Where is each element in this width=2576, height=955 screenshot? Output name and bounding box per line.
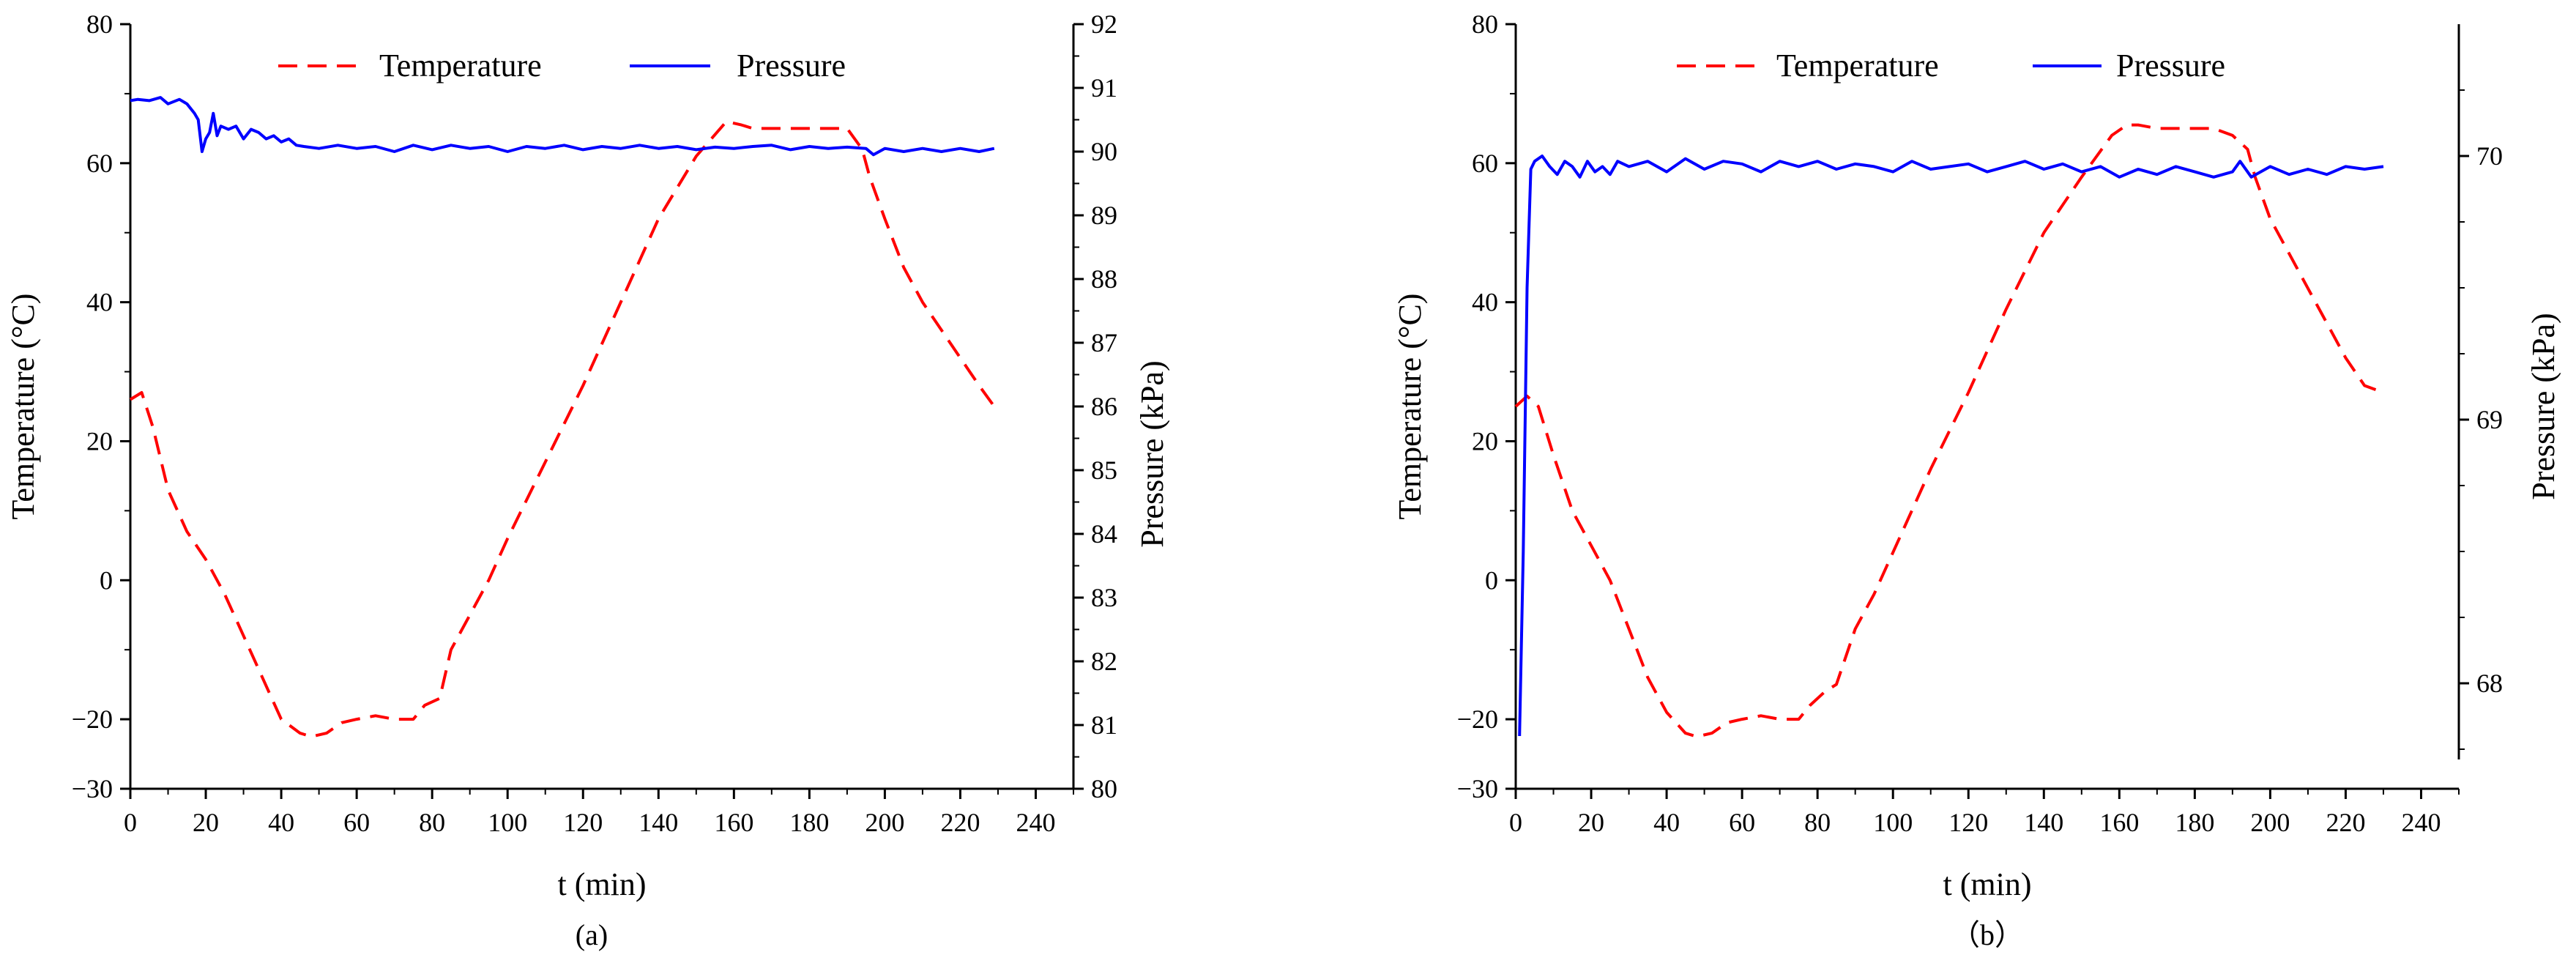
x-tick-label-b: 20 <box>1578 808 1604 837</box>
legend-label-pressure-a: Pressure <box>737 48 846 83</box>
y-tick-label-b: 80 <box>1472 10 1498 39</box>
x-tick-label-a: 60 <box>343 808 370 837</box>
x-tick-label-a: 0 <box>124 808 137 837</box>
y-tick-label-b: 20 <box>1472 426 1498 456</box>
x-tick-label-b: 140 <box>2024 808 2063 837</box>
y-tick-label-a: 40 <box>86 288 113 317</box>
x-tick-label-b: 180 <box>2175 808 2214 837</box>
y2-tick-label-a: 92 <box>1091 10 1117 39</box>
y-tick-label-b: −30 <box>1457 774 1498 803</box>
y2-tick-label-b: 68 <box>2476 669 2503 698</box>
legend-label-temperature-b: Temperature <box>1776 48 1939 83</box>
y2-tick-label-a: 80 <box>1091 774 1117 803</box>
y2-tick-label-a: 91 <box>1091 73 1117 103</box>
y-tick-label-a: 0 <box>100 565 113 595</box>
x-tick-label-a: 200 <box>865 808 904 837</box>
x-tick-label-a: 240 <box>1016 808 1055 837</box>
y-tick-label-a: 20 <box>86 426 113 456</box>
x-tick-label-b: 0 <box>1509 808 1522 837</box>
y2-tick-label-a: 86 <box>1091 392 1117 421</box>
y-tick-label-a: −20 <box>72 705 113 734</box>
x-tick-label-a: 160 <box>714 808 753 837</box>
y2-tick-label-b: 70 <box>2476 141 2503 171</box>
y-tick-label-b: 40 <box>1472 288 1498 317</box>
x-tick-label-a: 20 <box>193 808 219 837</box>
y2-tick-label-b: 69 <box>2476 405 2503 434</box>
x-tick-label-a: 80 <box>419 808 445 837</box>
y2-tick-label-a: 83 <box>1091 583 1117 612</box>
y-tick-label-b: −20 <box>1457 705 1498 734</box>
y2-tick-label-a: 82 <box>1091 647 1117 676</box>
y-tick-label-b: 60 <box>1472 149 1498 178</box>
x-tick-label-b: 80 <box>1804 808 1831 837</box>
y2-tick-label-a: 84 <box>1091 519 1117 549</box>
x-tick-label-a: 120 <box>563 808 603 837</box>
y-tick-label-a: 80 <box>86 10 113 39</box>
x-tick-label-a: 100 <box>488 808 527 837</box>
y2-axis-title-b: Pressure (kPa) <box>2525 313 2561 499</box>
x-axis-title-a: t (min) <box>558 866 647 902</box>
y2-tick-label-a: 87 <box>1091 328 1117 357</box>
y2-tick-label-a: 85 <box>1091 456 1117 485</box>
series-line-pressure-b <box>1518 155 2384 737</box>
x-tick-label-b: 220 <box>2326 808 2365 837</box>
x-tick-label-b: 240 <box>2401 808 2441 837</box>
x-tick-label-b: 120 <box>1948 808 1988 837</box>
series-line-temperature-a <box>129 119 996 738</box>
y-axis-title-a: Temperature (°C) <box>5 294 41 520</box>
y-tick-label-a: 60 <box>86 149 113 178</box>
y-tick-label-b: 0 <box>1485 565 1498 595</box>
legend-label-temperature-a: Temperature <box>379 48 542 83</box>
legend-label-pressure-b: Pressure <box>2116 48 2225 83</box>
y-axis-title-b: Temperature (°C) <box>1392 294 1428 520</box>
x-tick-label-b: 160 <box>2099 808 2139 837</box>
x-tick-label-b: 40 <box>1653 808 1680 837</box>
y2-tick-label-a: 90 <box>1091 137 1117 166</box>
series-line-temperature-b <box>1514 123 2384 738</box>
x-tick-label-b: 60 <box>1729 808 1755 837</box>
y-tick-label-a: −30 <box>72 774 113 803</box>
x-tick-label-b: 100 <box>1873 808 1913 837</box>
x-tick-label-b: 200 <box>2250 808 2290 837</box>
y2-tick-label-a: 89 <box>1091 201 1117 230</box>
panel-caption-a: (a) <box>576 918 608 951</box>
panel-caption-b: （b） <box>1951 918 2024 951</box>
series-line-pressure-a <box>130 96 995 157</box>
x-tick-label-a: 180 <box>789 808 829 837</box>
y2-tick-label-a: 81 <box>1091 710 1117 740</box>
x-tick-label-a: 40 <box>268 808 294 837</box>
y2-tick-label-a: 88 <box>1091 264 1117 294</box>
x-axis-title-b: t (min) <box>1943 866 2032 902</box>
y2-axis-title-a: Pressure (kPa) <box>1134 360 1170 547</box>
x-tick-label-a: 140 <box>639 808 678 837</box>
x-tick-label-a: 220 <box>940 808 980 837</box>
